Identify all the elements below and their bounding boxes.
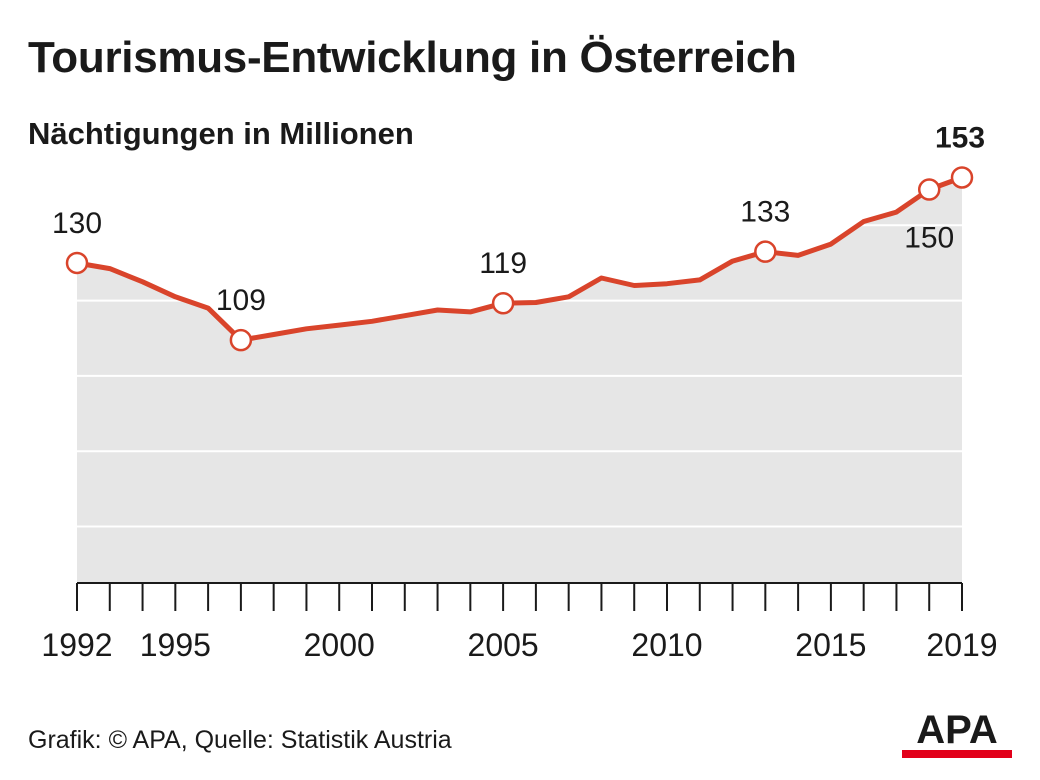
x-tick-label: 2015	[795, 627, 866, 663]
x-tick-label: 2010	[631, 627, 702, 663]
apa-logo-text: APA	[916, 708, 997, 752]
x-tick-label: 1995	[140, 627, 211, 663]
data-marker	[65, 251, 89, 275]
data-marker	[754, 240, 777, 263]
line-chart: 130 109 119 133 150 153 1992 1995 2000 2005 2010 2…	[41, 121, 997, 663]
x-tick-label: 2000	[304, 627, 375, 663]
chart-title: Tourismus-Entwicklung in Österreich	[28, 33, 797, 82]
data-markers	[65, 166, 974, 352]
data-label: 109	[216, 284, 266, 317]
data-labels: 130 109 119 133 150 153	[52, 121, 985, 317]
series-line	[74, 175, 965, 343]
data-label: 153	[935, 121, 985, 154]
x-tick-label: 2019	[926, 627, 997, 663]
plot-area	[77, 177, 962, 583]
x-tick-label: 2005	[468, 627, 539, 663]
source-credit: Grafik: © APA, Quelle: Statistik Austria	[28, 726, 452, 754]
x-tick-labels: 1992 1995 2000 2005 2010 2015 2019	[41, 627, 997, 663]
apa-logo-bar	[902, 750, 1012, 758]
data-label: 133	[740, 196, 790, 229]
data-marker	[917, 178, 941, 201]
series-line-path	[74, 175, 965, 343]
data-marker	[229, 328, 253, 352]
chart-subtitle: Nächtigungen in Millionen	[28, 116, 414, 151]
x-tick-label: 1992	[41, 627, 112, 663]
x-axis	[76, 582, 963, 611]
data-label: 150	[904, 222, 954, 255]
data-marker	[950, 166, 974, 189]
apa-logo: APA	[902, 708, 1012, 758]
data-label: 119	[479, 247, 527, 280]
data-marker	[491, 291, 515, 315]
gridlines	[77, 224, 962, 528]
area-fill	[77, 177, 962, 583]
data-label: 130	[52, 207, 102, 240]
